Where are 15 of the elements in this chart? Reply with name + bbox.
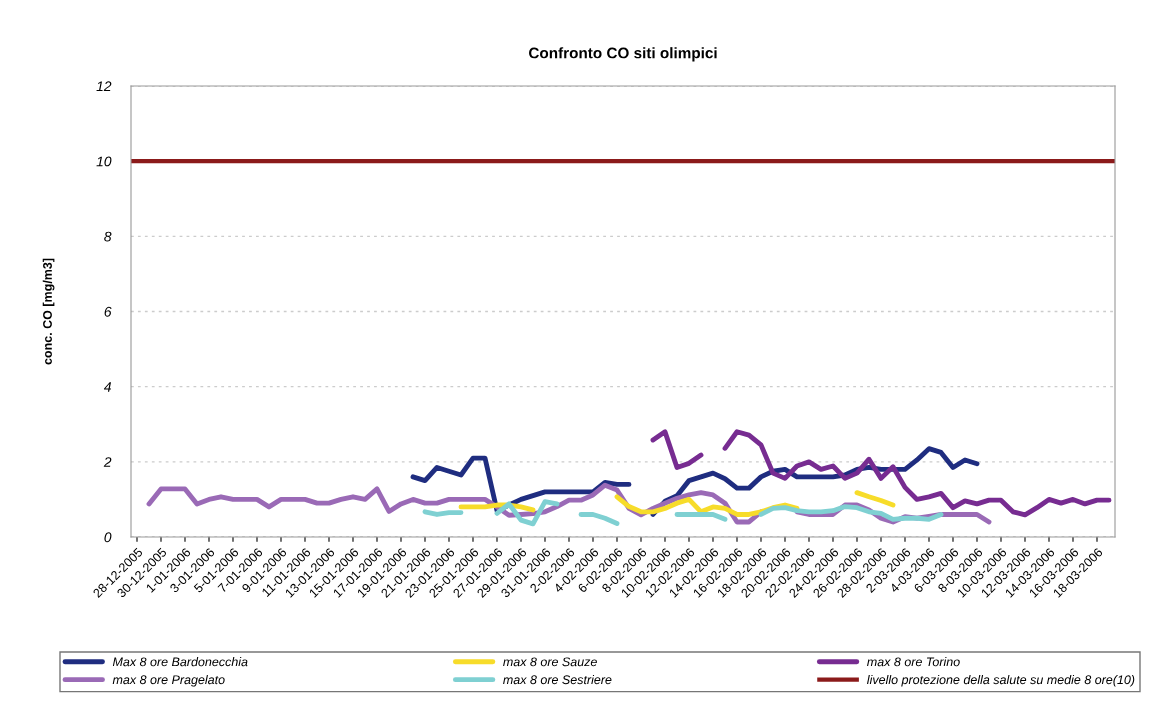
- y-tick-label: 10: [96, 156, 112, 167]
- legend-label: max 8 ore Sauze: [503, 657, 597, 667]
- legend-label: Max 8 ore Bardonecchia: [112, 657, 248, 667]
- y-tick-label: 4: [103, 382, 112, 392]
- legend-label: max 8 ore Pragelato: [112, 674, 225, 687]
- legend-label: max 8 ore Sestriere: [503, 674, 612, 685]
- y-tick-label: 2: [103, 457, 112, 467]
- chart-title: Confronto CO siti olimpici: [529, 47, 717, 62]
- legend-label: max 8 ore Torino: [867, 657, 960, 667]
- y-tick-label: 8: [104, 231, 112, 242]
- y-tick-label: 0: [104, 532, 112, 543]
- y-tick-label: 12: [96, 81, 112, 92]
- legend-label: livello protezione della salute su medie 8 ore(10): [867, 674, 1135, 687]
- y-tick-label: 6: [104, 306, 112, 317]
- y-axis-title: conc. CO [mg/m3]: [42, 258, 55, 365]
